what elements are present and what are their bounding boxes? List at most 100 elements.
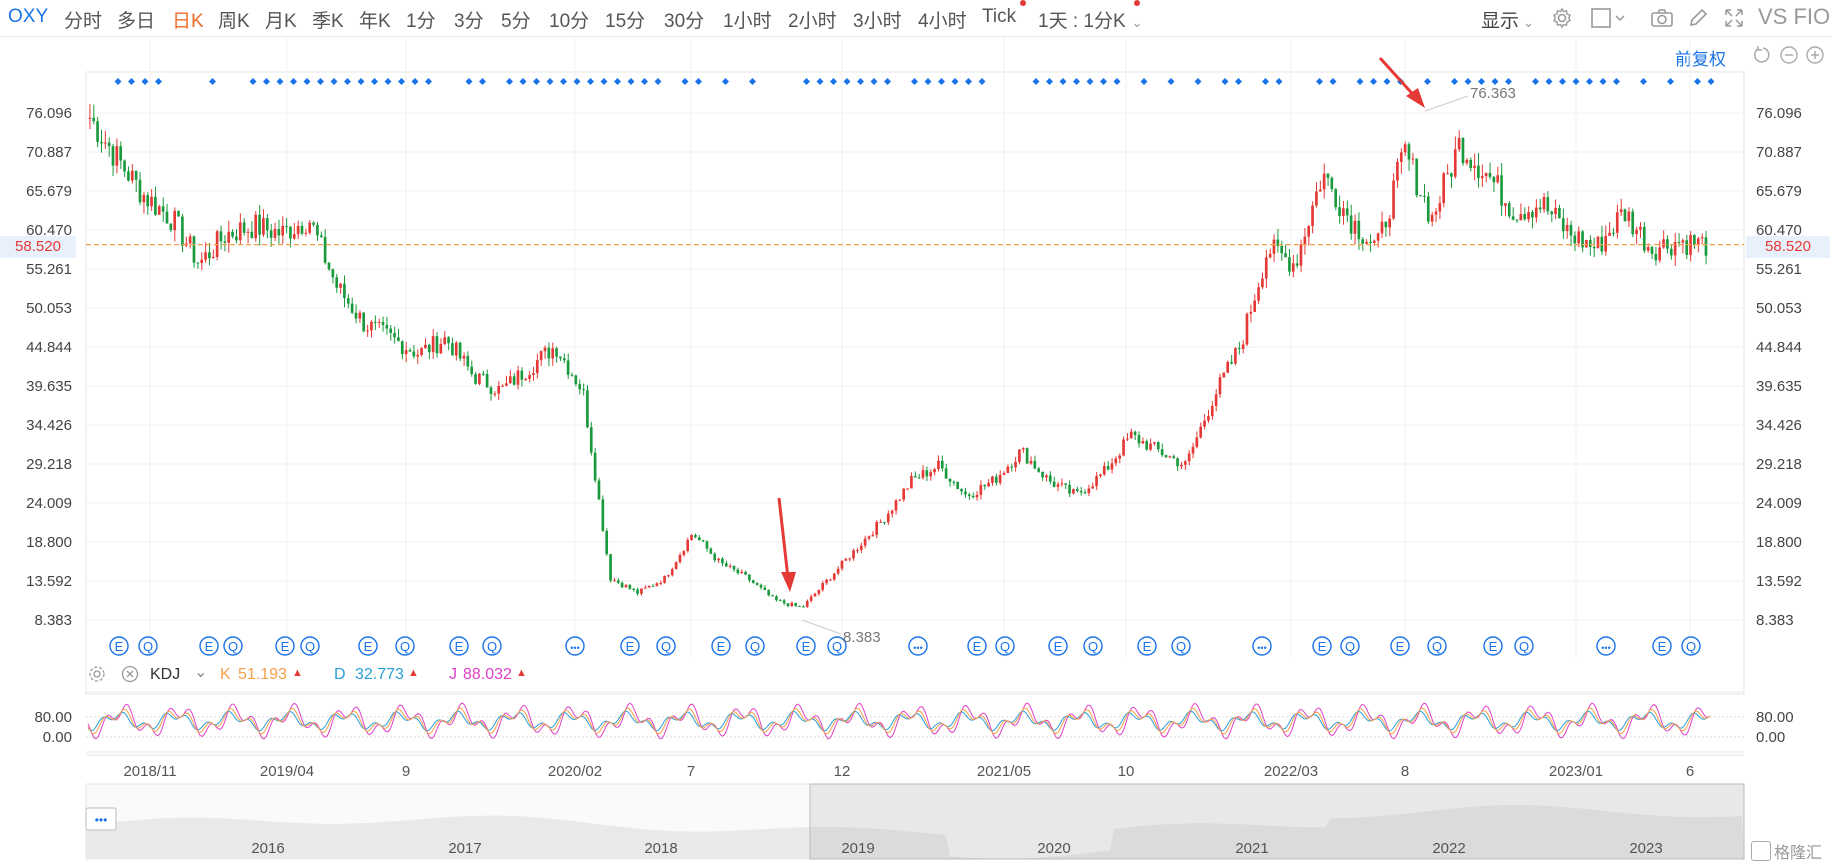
earnings-marker[interactable]: E [275, 636, 295, 656]
candle-body [532, 373, 535, 376]
candle-body [1407, 144, 1411, 160]
quarterly-marker[interactable]: Q [1083, 636, 1103, 656]
chart-style-dropdown[interactable] [1588, 4, 1628, 32]
earnings-marker[interactable]: E [967, 636, 987, 656]
candle-body [829, 579, 832, 581]
candle-body [231, 231, 234, 237]
earnings-marker[interactable]: E [358, 636, 378, 656]
quarterly-marker[interactable]: Q [138, 636, 158, 656]
candle-body [1195, 437, 1199, 447]
earnings-marker[interactable]: E [199, 636, 219, 656]
earnings-marker[interactable]: E [1390, 636, 1410, 656]
tab-yearly-k[interactable]: 年K [359, 11, 391, 32]
tab-4hour[interactable]: 4小时 [918, 11, 967, 32]
candle-body [848, 558, 852, 560]
more-events-marker[interactable]: ••• [1596, 636, 1616, 656]
quarterly-marker[interactable]: Q [995, 636, 1015, 656]
event-circle [1137, 636, 1157, 656]
fullscreen-icon[interactable] [1720, 4, 1748, 32]
candle-body [790, 602, 794, 607]
zoom-in-icon[interactable] [1804, 44, 1826, 66]
quarterly-marker[interactable]: Q [745, 636, 765, 656]
tab-multi-day[interactable]: 多日 [117, 11, 156, 32]
kdj-settings-icon[interactable] [88, 665, 106, 688]
tab-weekly-k[interactable]: 周K [218, 11, 250, 32]
more-events-marker[interactable]: ••• [565, 636, 585, 656]
earnings-marker[interactable]: E [620, 636, 640, 656]
earnings-marker[interactable]: E [109, 636, 129, 656]
tab-2hour[interactable]: 2小时 [788, 11, 837, 32]
candle-body [219, 231, 223, 242]
range-navigator[interactable]: 2016 2017 2018 2019 2020 2021 2022 2023 ••• [85, 783, 1745, 860]
more-events-marker[interactable]: ••• [1252, 636, 1272, 656]
tab-tick[interactable]: Tick [982, 6, 1017, 27]
candle-body [1519, 214, 1523, 221]
pencil-icon[interactable] [1684, 4, 1712, 32]
tab-quarterly-k[interactable]: 季K [312, 11, 344, 32]
kdj-close-icon[interactable] [121, 665, 139, 688]
tab-intraday[interactable]: 分时 [64, 11, 103, 32]
quarterly-marker[interactable]: Q [482, 636, 502, 656]
candlestick-chart[interactable]: 76.096 70.887 65.679 60.470 55.261 50.053 44.8… [0, 36, 1832, 867]
earnings-marker[interactable]: E [1137, 636, 1157, 656]
candle-body [640, 588, 643, 594]
quarterly-marker[interactable]: Q [656, 636, 676, 656]
candle-body [412, 351, 416, 357]
quarterly-marker[interactable]: Q [827, 636, 847, 656]
quarterly-marker[interactable]: Q [395, 636, 415, 656]
tab-daily-k[interactable]: 日K [172, 11, 204, 32]
tab-monthly-k[interactable]: 月K [265, 11, 297, 32]
earnings-marker[interactable]: E [1652, 636, 1672, 656]
zoom-out-icon[interactable] [1778, 44, 1800, 66]
kdj-indicator-name[interactable]: KDJ [150, 666, 181, 683]
candle-body [1484, 172, 1488, 177]
more-events-marker[interactable]: ••• [908, 636, 928, 656]
settings-icon[interactable] [1548, 4, 1576, 32]
candle-body [169, 223, 173, 231]
camera-icon[interactable] [1648, 4, 1676, 32]
earnings-marker[interactable]: E [449, 636, 469, 656]
quarterly-marker[interactable]: Q [1340, 636, 1360, 656]
chevron-down-icon[interactable]: ⌄ [194, 664, 208, 681]
adjust-mode-button[interactable]: 前复权 [1675, 50, 1726, 69]
tab-5min[interactable]: 5分 [501, 11, 531, 32]
tab-15min[interactable]: 15分 [605, 11, 646, 32]
earnings-marker[interactable]: E [1312, 636, 1332, 656]
dividend-marker [290, 78, 297, 85]
quarterly-marker[interactable]: Q [1514, 636, 1534, 656]
event-circle [1312, 636, 1332, 656]
earnings-marker[interactable]: E [796, 636, 816, 656]
candle-body [1183, 461, 1187, 465]
candle-body [289, 226, 292, 239]
candle-body [1276, 239, 1280, 246]
navigator-more-button[interactable]: ••• [85, 807, 117, 831]
quarterly-marker[interactable]: Q [1681, 636, 1701, 656]
candle-body [1384, 221, 1388, 228]
earnings-marker[interactable]: E [711, 636, 731, 656]
candle-body [794, 602, 798, 606]
quarterly-marker[interactable]: Q [1171, 636, 1191, 656]
candle-body [1153, 442, 1156, 444]
tab-1min[interactable]: 1分 [406, 11, 436, 32]
reset-icon[interactable] [1752, 44, 1774, 66]
tab-interval-selector[interactable]: 1天 : 1分K ⌄ [1038, 6, 1143, 33]
quarterly-marker[interactable]: Q [300, 636, 320, 656]
earnings-marker[interactable]: E [1048, 636, 1068, 656]
symbol-label[interactable]: OXY [8, 6, 49, 27]
tab-1hour[interactable]: 1小时 [723, 11, 772, 32]
tab-10min[interactable]: 10分 [549, 11, 590, 32]
quarterly-marker[interactable]: Q [1427, 636, 1447, 656]
event-circle [796, 636, 816, 656]
candle-body [258, 214, 261, 235]
tab-3min[interactable]: 3分 [454, 11, 484, 32]
earnings-marker[interactable]: E [1483, 636, 1503, 656]
quarterly-marker[interactable]: Q [223, 636, 243, 656]
vs-compare-button[interactable]: VS FIO [1758, 4, 1831, 29]
tab-3hour[interactable]: 3小时 [853, 11, 902, 32]
tab-30min[interactable]: 30分 [664, 11, 705, 32]
candle-body [728, 565, 732, 567]
candle-body [1345, 208, 1349, 216]
price-tick-label: 24.009 [26, 495, 72, 512]
display-dropdown[interactable]: 显示 ⌄ [1481, 6, 1534, 33]
candle-body [447, 337, 450, 344]
